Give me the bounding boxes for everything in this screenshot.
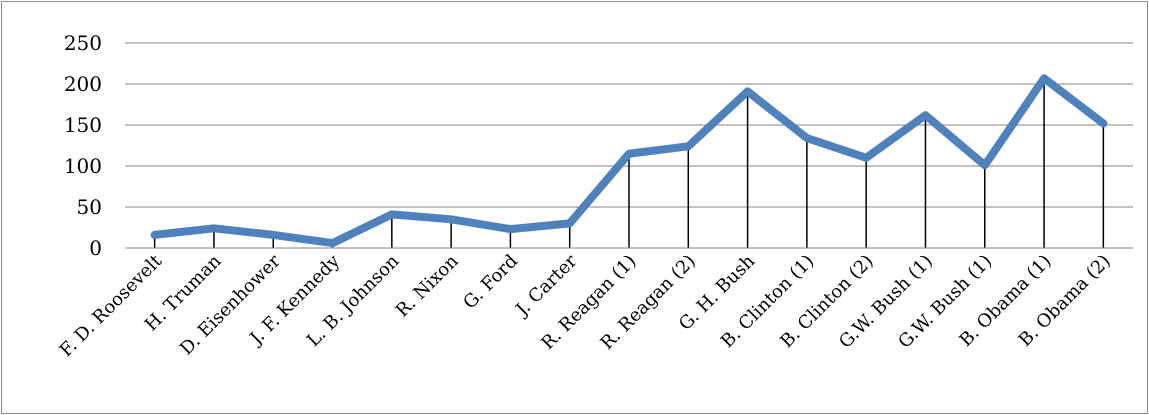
data-point xyxy=(450,218,452,220)
data-point xyxy=(1102,122,1104,124)
data-point xyxy=(747,90,749,92)
data-point xyxy=(628,153,630,155)
data-point xyxy=(154,234,156,236)
data-point xyxy=(332,242,334,244)
data-point xyxy=(569,222,571,224)
y-tick-label: 0 xyxy=(89,236,102,260)
data-point xyxy=(509,228,511,230)
y-tick-label: 150 xyxy=(64,113,102,137)
data-point xyxy=(865,157,867,159)
data-point xyxy=(213,227,215,229)
y-tick-label: 200 xyxy=(64,72,102,96)
data-point xyxy=(391,213,393,215)
data-point xyxy=(272,234,274,236)
data-point xyxy=(806,137,808,139)
y-tick-label: 100 xyxy=(64,154,102,178)
series-layer xyxy=(150,74,1108,248)
x-tick-label: F. D. Roosevelt xyxy=(56,250,167,361)
x-tick-label: D. Eisenhower xyxy=(176,250,285,359)
data-point xyxy=(1043,77,1045,79)
y-tick-labels: 0 50 100 150 200 250 xyxy=(64,31,102,260)
y-tick-label: 250 xyxy=(64,31,102,55)
data-point xyxy=(984,164,986,166)
drop-lines xyxy=(153,78,1105,248)
data-point xyxy=(924,114,926,116)
data-point xyxy=(687,145,689,147)
x-tick-label: R. Nixon xyxy=(392,250,463,321)
y-tick-label: 50 xyxy=(77,195,102,219)
